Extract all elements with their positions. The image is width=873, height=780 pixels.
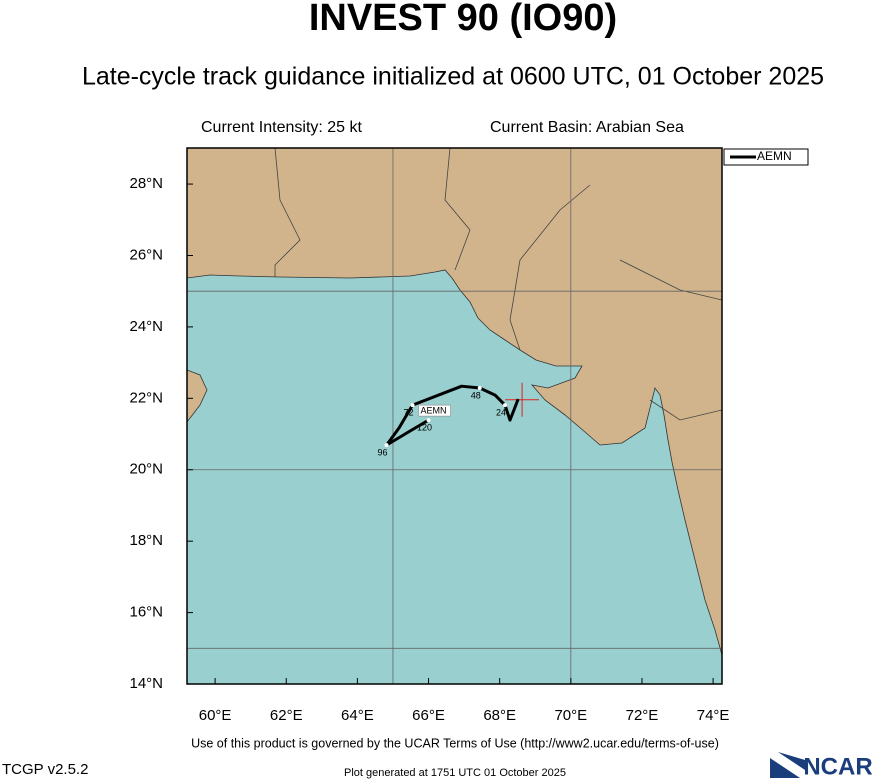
terms: Use of this product is governed by the U… (191, 736, 719, 750)
hour-label: 72 (404, 407, 414, 417)
track-point (477, 385, 482, 390)
track-point (426, 418, 431, 423)
borders (274, 148, 722, 421)
hour-label: 24 (496, 407, 506, 417)
land (187, 148, 722, 656)
y-tick-label: 14°N (129, 675, 163, 692)
hour-label: 120 (417, 422, 432, 432)
legend-label: AEMN (757, 149, 792, 163)
version: TCGP v2.5.2 (2, 761, 88, 778)
legend: AEMN (723, 148, 809, 166)
ncar-logo: NCAR (770, 752, 873, 780)
generated: Plot generated at 1751 UTC 01 October 20… (344, 767, 566, 779)
hour-label: 96 (378, 447, 388, 457)
x-tick-label: 62°E (270, 707, 303, 724)
track-point (410, 403, 415, 408)
track-name-box (418, 404, 451, 417)
y-tick-label: 24°N (129, 318, 163, 335)
x-tick-label: 66°E (412, 707, 445, 724)
map-frame (186, 147, 723, 685)
x-tick-label: 60°E (199, 707, 232, 724)
track-point (503, 403, 508, 408)
track-line (385, 384, 520, 447)
y-tick-label: 28°N (129, 175, 163, 192)
title: INVEST 90 (IO90) (309, 0, 617, 39)
subtitle: Late-cycle track guidance initialized at… (82, 63, 824, 91)
logo-mark (770, 752, 805, 778)
y-tick-label: 18°N (129, 532, 163, 549)
y-tick-label: 20°N (129, 461, 163, 478)
y-tick-label: 22°N (129, 389, 163, 406)
x-tick-label: 72°E (626, 707, 659, 724)
land-oman (187, 369, 208, 423)
x-tick-label: 68°E (483, 707, 516, 724)
intensity: Current Intensity: 25 kt (201, 119, 363, 136)
y-tick-label: 26°N (129, 246, 163, 263)
basin: Current Basin: Arabian Sea (490, 119, 684, 136)
logo-text: NCAR (803, 753, 872, 780)
x-tick-label: 70°E (554, 707, 587, 724)
y-tick-label: 16°N (129, 604, 163, 621)
x-tick-label: 64°E (341, 707, 374, 724)
map: 24 48 72 96 120 AEMN (187, 148, 722, 684)
hour-label: 48 (471, 390, 481, 400)
track-point (384, 443, 389, 448)
x-tick-label: 74°E (697, 707, 730, 724)
legend-box (723, 148, 809, 166)
track-name: AEMN (421, 405, 447, 415)
